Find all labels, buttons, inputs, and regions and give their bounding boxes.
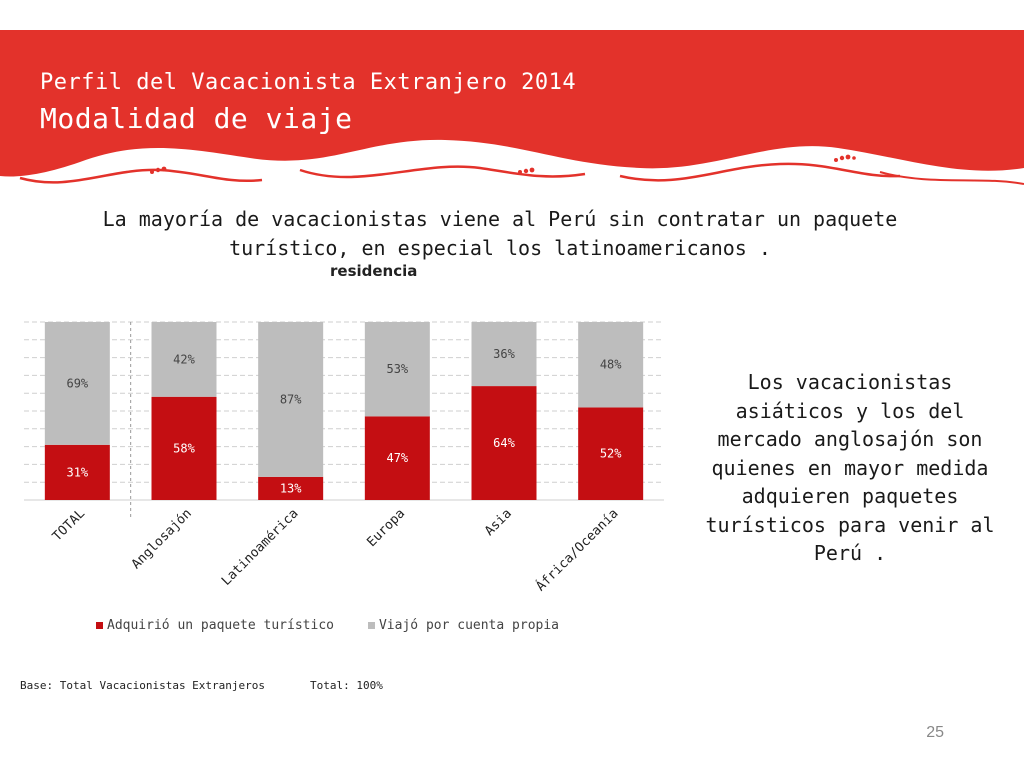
bar-segment-own bbox=[578, 322, 644, 408]
legend-swatch-package bbox=[96, 622, 103, 629]
legend-swatch-own bbox=[367, 622, 375, 629]
banner-swoosh-3 bbox=[619, 162, 901, 182]
bar-segment-own bbox=[151, 322, 217, 397]
footer-base: Base: Total Vacacionistas Extranjeros bbox=[20, 679, 266, 692]
bar-segment-package bbox=[151, 396, 217, 500]
legend-label-package: Adquirió un paquete turístico bbox=[107, 618, 334, 633]
data-label: 53% bbox=[386, 362, 408, 376]
footer-total: Total: 100% bbox=[310, 679, 383, 692]
category-label: Asia bbox=[482, 506, 515, 539]
data-label: 31% bbox=[66, 465, 88, 479]
data-label: 87% bbox=[280, 392, 302, 406]
data-label: 48% bbox=[600, 358, 622, 372]
chart-legend: Adquirió un paquete turístico Viajó por … bbox=[96, 618, 559, 633]
banner-dots-mid bbox=[518, 167, 535, 174]
legend-label-own: Viajó por cuenta propia bbox=[378, 618, 559, 633]
legend-item-own: Viajó por cuenta propia bbox=[367, 618, 559, 633]
category-label: Anglosajón bbox=[129, 506, 195, 572]
bar-segment-own bbox=[364, 322, 430, 417]
data-label: 69% bbox=[66, 376, 88, 390]
data-label: 58% bbox=[173, 441, 195, 455]
category-label: Latinoamérica bbox=[219, 506, 302, 589]
bar-segment-package bbox=[258, 476, 324, 500]
banner-swoosh-4 bbox=[879, 171, 1024, 185]
category-label: TOTAL bbox=[50, 506, 88, 544]
headline-text: La mayoría de vacacionistas viene al Per… bbox=[102, 207, 898, 260]
banner-dots-right bbox=[834, 154, 856, 162]
bar-segment-own bbox=[44, 322, 110, 445]
bar-segment-package bbox=[364, 416, 430, 500]
category-label: África/Oceanía bbox=[533, 506, 622, 595]
bar-segment-package bbox=[471, 386, 537, 500]
data-label: 36% bbox=[493, 347, 515, 361]
bar-segment-package bbox=[578, 407, 644, 500]
slide-title: Modalidad de viaje bbox=[40, 102, 353, 135]
data-label: 13% bbox=[280, 481, 302, 495]
slide-supertitle: Perfil del Vacacionista Extranjero 2014 bbox=[40, 70, 577, 95]
bar-segment-package bbox=[44, 444, 110, 500]
bar-segment-own bbox=[258, 322, 324, 477]
chart-subtitle: residencia bbox=[330, 262, 418, 280]
page-number: 25 bbox=[926, 724, 944, 741]
banner-swoosh-2 bbox=[299, 165, 586, 179]
side-note-text: Los vacacionistas asiáticos y los del me… bbox=[705, 370, 995, 565]
stacked-bar-chart: 31% 69% TOTAL 58% 42% Anglosajón 13% 87% Latinoa… bbox=[24, 321, 664, 595]
banner-dots-left bbox=[150, 166, 167, 174]
data-label: 52% bbox=[600, 447, 622, 461]
header-banner bbox=[0, 0, 1024, 185]
bar-segment-own bbox=[471, 322, 537, 387]
category-label: Europa bbox=[364, 506, 408, 550]
legend-item-package: Adquirió un paquete turístico bbox=[96, 618, 334, 633]
data-label: 64% bbox=[493, 436, 515, 450]
banner-red-wave bbox=[0, 30, 1024, 177]
data-label: 42% bbox=[173, 352, 195, 366]
data-label: 47% bbox=[386, 451, 408, 465]
banner-swoosh-1 bbox=[19, 168, 263, 184]
